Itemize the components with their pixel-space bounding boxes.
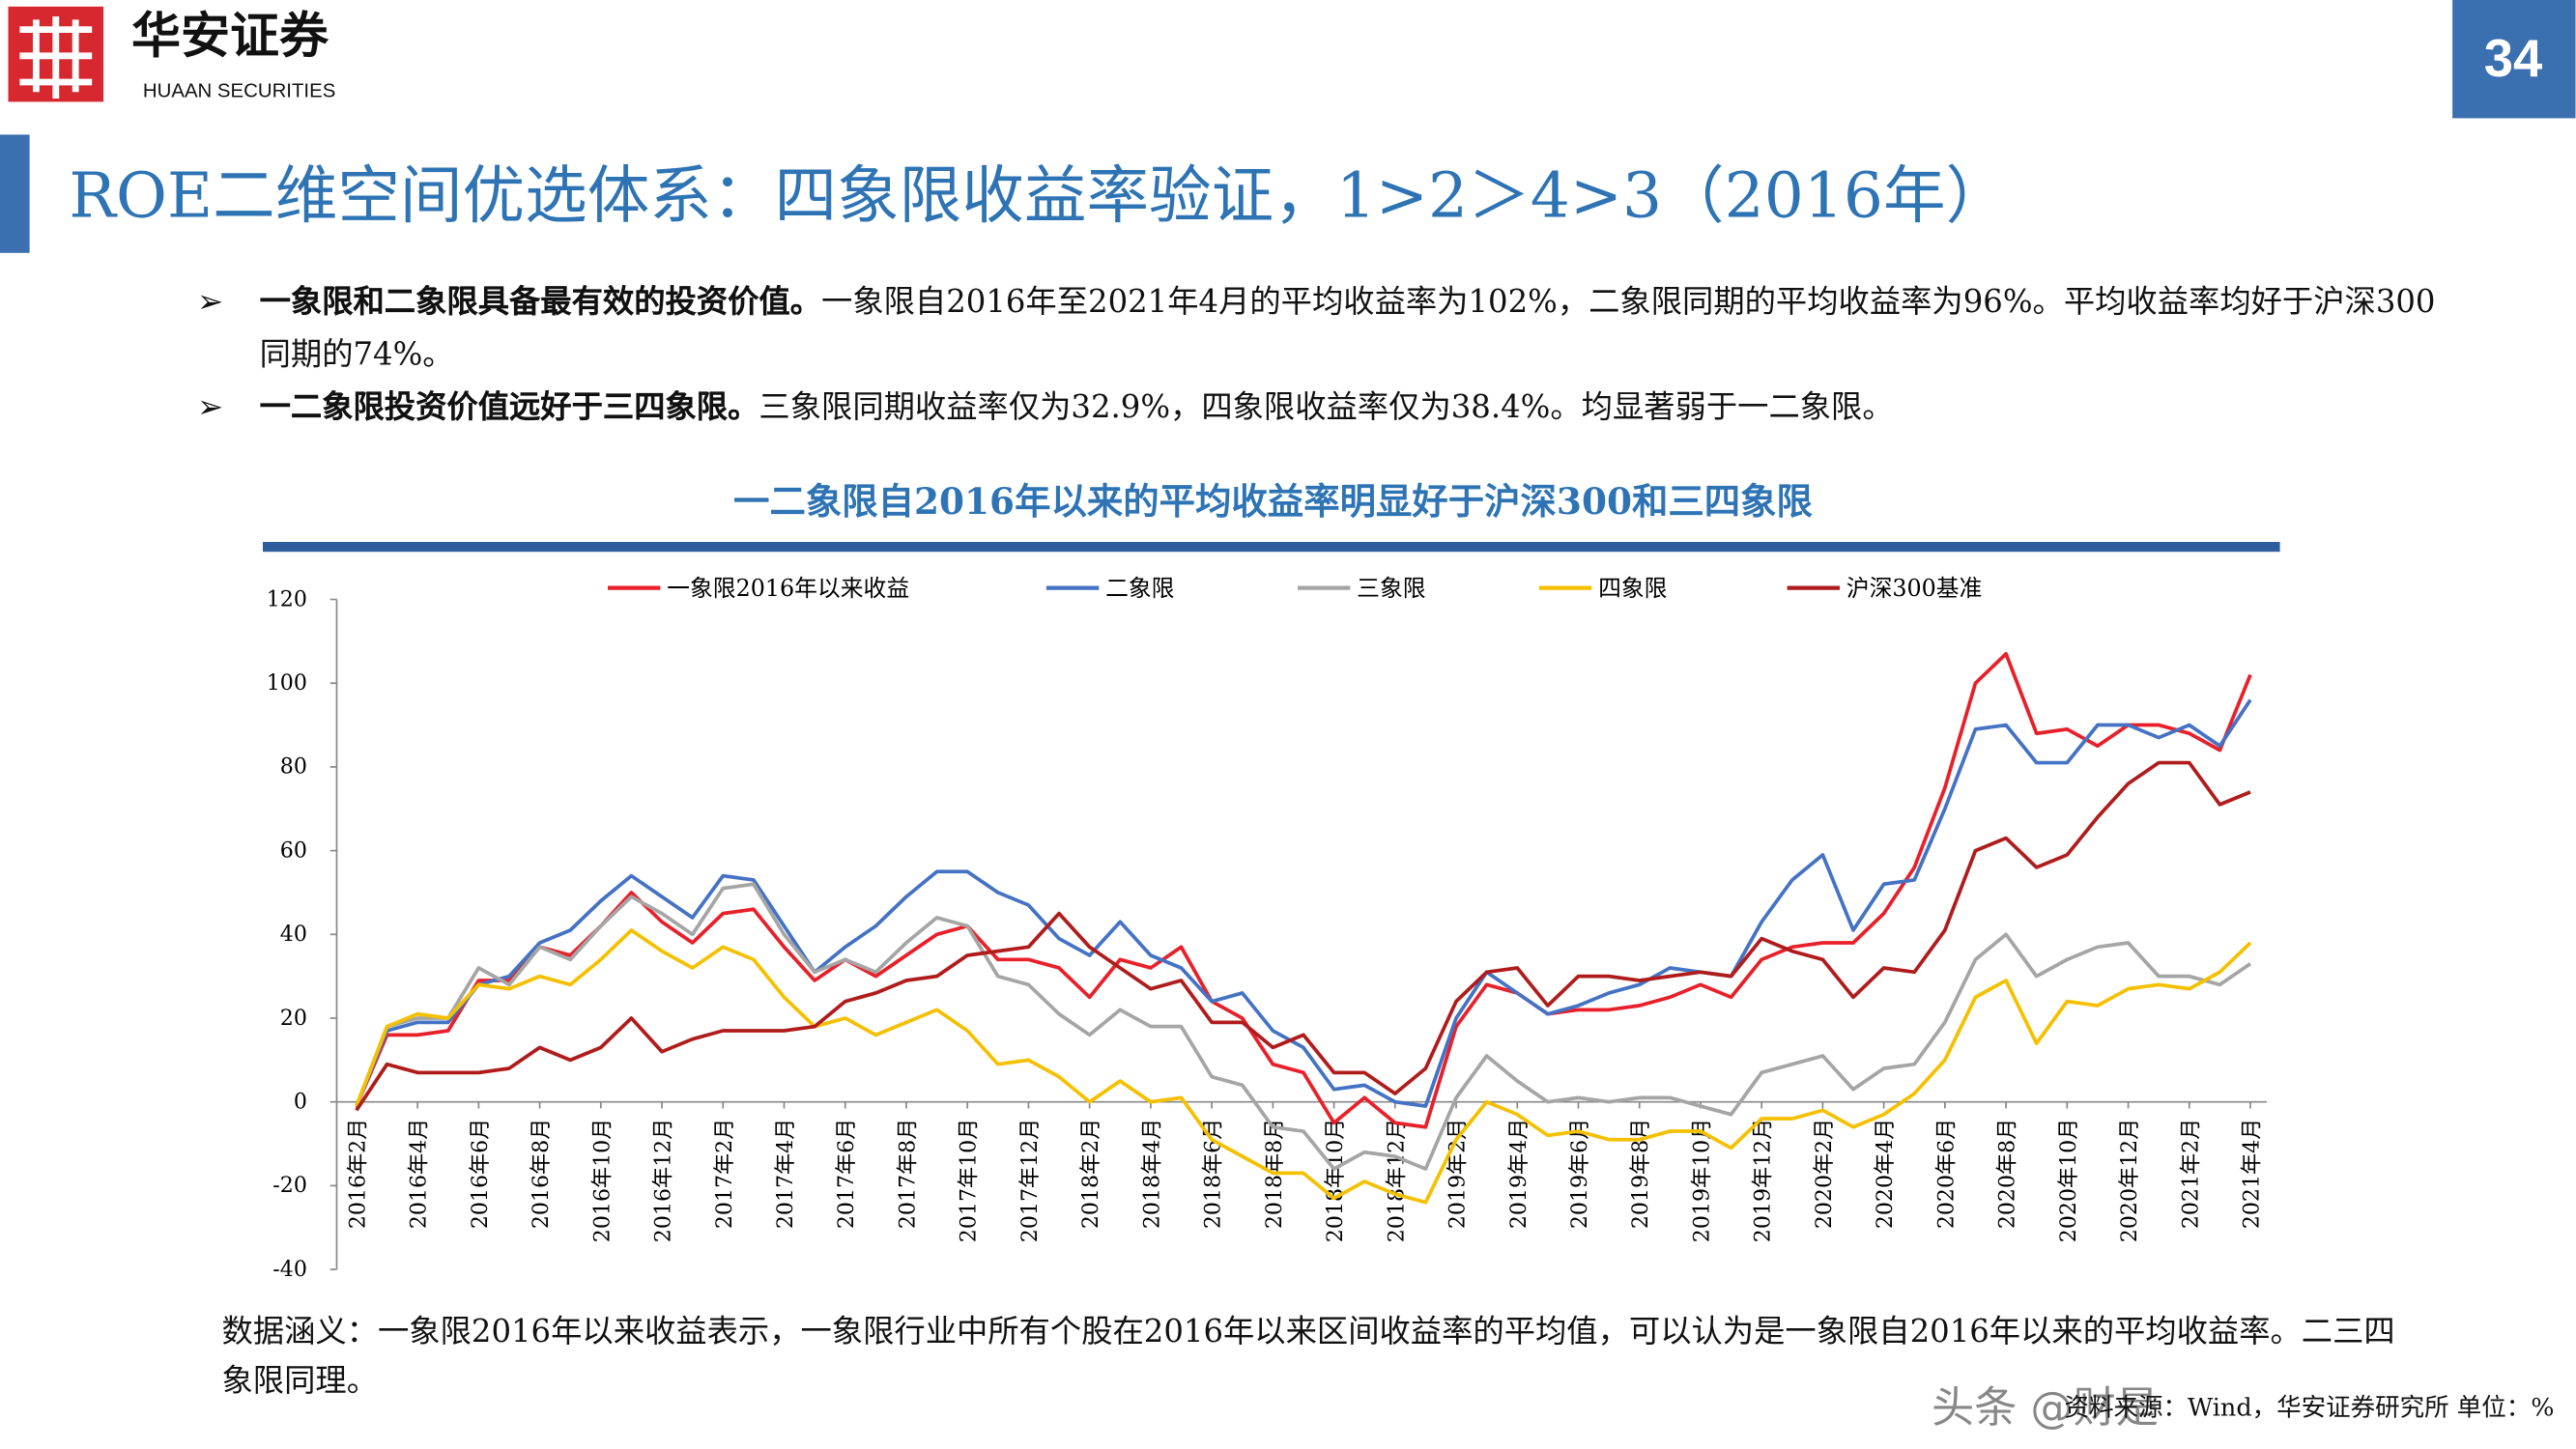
x-tick-label: 2016年6月 xyxy=(468,1119,493,1229)
y-tick-label: 100 xyxy=(267,670,307,696)
bullet-bold: 一象限和二象限具备最有效的投资价值。 xyxy=(259,284,822,321)
chart-title: 一二象限自2016年以来的平均收益率明显好于沪深300和三四象限 xyxy=(733,480,1813,523)
slide-title: ROE二维空间优选体系：四象限收益率验证，1>2＞4>3（2016年） xyxy=(69,159,2008,232)
x-tick-label: 2020年8月 xyxy=(1995,1119,2020,1229)
series-line xyxy=(355,928,2252,1205)
y-tick-label: 0 xyxy=(294,1089,307,1114)
watermark: 头条 @财是 xyxy=(1932,1383,2159,1433)
x-tick-label: 2017年2月 xyxy=(712,1119,737,1229)
x-tick-label: 2016年8月 xyxy=(529,1119,554,1229)
legend-label: 二象限 xyxy=(1105,575,1174,602)
x-tick-label: 2016年12月 xyxy=(651,1119,676,1243)
footnote: 数据涵义：一象限2016年以来收益表示，一象限行业中所有个股在2016年以来区间… xyxy=(221,1314,2395,1400)
x-tick-label: 2016年2月 xyxy=(345,1119,370,1229)
x-tick-label: 2019年12月 xyxy=(1751,1119,1776,1243)
x-tick-label: 2017年8月 xyxy=(895,1119,920,1229)
y-tick-label: 20 xyxy=(280,1006,307,1031)
x-tick-label: 2018年6月 xyxy=(1201,1119,1226,1229)
bullet: ➢ 一二象限投资价值远好于三四象限。三象限同期收益率仅为32.9%，四象限收益率仅… xyxy=(197,388,1894,426)
y-tick-label: 120 xyxy=(267,586,307,611)
series-line xyxy=(355,651,2252,1129)
x-tick-label: 2021年2月 xyxy=(2178,1119,2203,1229)
source: 资料来源：Wind，华安证券研究所 单位：% xyxy=(2064,1393,2554,1422)
series-line xyxy=(355,760,2251,1112)
bullet: ➢ 一象限和二象限具备最有效的投资价值。一象限自2016年至2021年4月的平均收… xyxy=(197,284,2436,373)
page-number-box xyxy=(2452,0,2576,119)
company-cn: 华安证券 xyxy=(131,7,329,65)
logo-mark xyxy=(19,16,93,99)
x-tick-label: 2017年6月 xyxy=(834,1119,859,1229)
x-tick-label: 2017年12月 xyxy=(1017,1119,1043,1243)
x-tick-label: 2018年12月 xyxy=(1384,1119,1409,1243)
x-tick-label: 2016年4月 xyxy=(407,1119,432,1229)
x-tick-label: 2020年2月 xyxy=(1812,1119,1837,1229)
x-tick-label: 2017年10月 xyxy=(957,1119,982,1243)
x-tick-label: 2018年2月 xyxy=(1078,1119,1103,1229)
x-tick-label: 2019年4月 xyxy=(1506,1119,1531,1229)
x-tick-label: 2020年12月 xyxy=(2117,1119,2142,1243)
chart-title-rule xyxy=(263,542,2280,553)
bullet-bold: 一二象限投资价值远好于三四象限。 xyxy=(259,388,759,426)
x-tick-label: 2020年4月 xyxy=(1873,1119,1898,1229)
y-tick-label: 40 xyxy=(280,922,307,947)
legend-label: 一象限2016年以来收益 xyxy=(667,575,909,602)
series-line xyxy=(355,882,2252,1171)
x-tick-label: 2021年4月 xyxy=(2240,1119,2265,1229)
y-tick-label: -20 xyxy=(272,1173,307,1198)
legend-label: 沪深300基准 xyxy=(1846,575,1983,602)
title-stripe xyxy=(0,134,30,253)
x-tick-label: 2020年6月 xyxy=(1933,1119,1959,1229)
x-tick-label: 2017年4月 xyxy=(773,1119,798,1229)
x-tick-label: 2019年6月 xyxy=(1567,1119,1592,1229)
x-tick-label: 2018年10月 xyxy=(1323,1119,1348,1243)
x-tick-label: 2016年10月 xyxy=(589,1119,615,1243)
legend-label: 三象限 xyxy=(1357,575,1425,602)
legend-label: 四象限 xyxy=(1598,575,1667,602)
x-tick-label: 2018年4月 xyxy=(1139,1119,1164,1229)
x-tick-label: 2019年10月 xyxy=(1689,1119,1714,1243)
page-number: 34 xyxy=(2484,29,2543,88)
bullet-text: 一象限自2016年至2021年4月的平均收益率为102%，二象限同期的平均收益率… xyxy=(259,284,2436,373)
series-line xyxy=(355,698,2252,1108)
bullet-text: 三象限同期收益率仅为32.9%，四象限收益率仅为38.4%。均显著弱于一二象限。 xyxy=(758,388,1894,426)
x-tick-label: 2019年2月 xyxy=(1445,1119,1471,1229)
company-en: HUAAN SECURITIES xyxy=(143,80,335,101)
y-tick-label: 60 xyxy=(280,838,307,863)
x-tick-label: 2020年10月 xyxy=(2056,1119,2081,1243)
y-tick-label: 80 xyxy=(280,754,307,780)
y-tick-label: -40 xyxy=(272,1257,307,1282)
